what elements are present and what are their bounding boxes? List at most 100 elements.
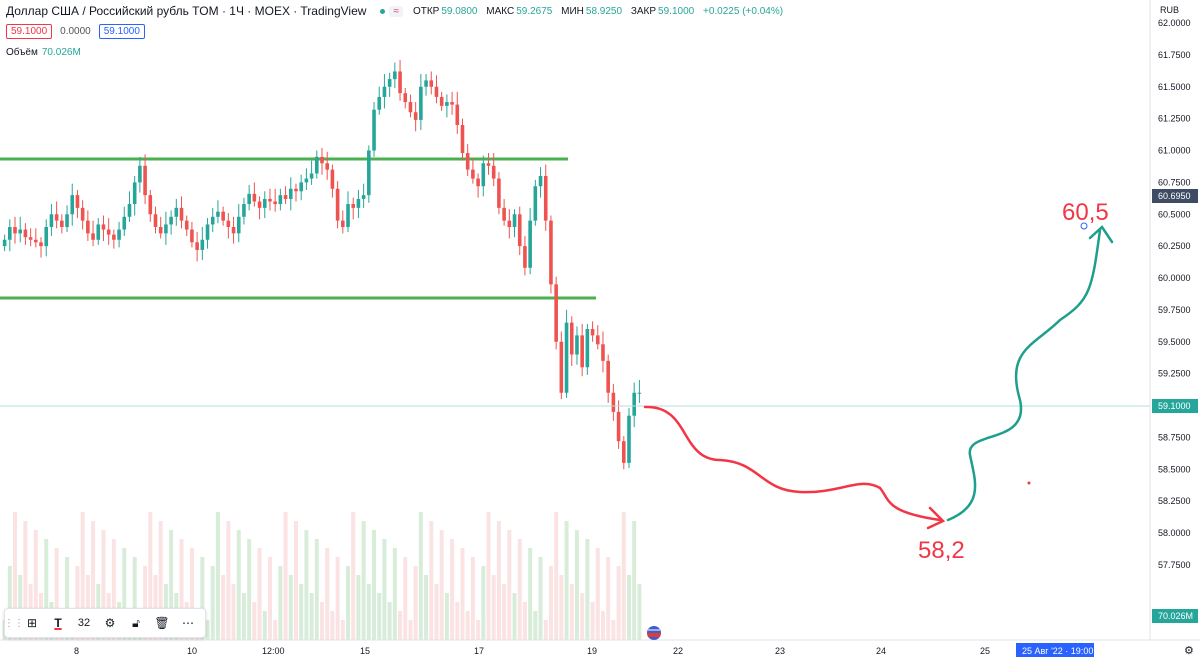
- volume-bar: [356, 575, 361, 640]
- volume-bar: [538, 557, 543, 640]
- candle-body: [621, 441, 626, 463]
- time-tick-label: 24: [876, 646, 886, 656]
- sell-button[interactable]: 59.1000: [6, 24, 53, 39]
- lock-icon[interactable]: 🔓︎: [132, 615, 140, 630]
- candle-body: [70, 195, 75, 215]
- volume-bar: [450, 539, 455, 640]
- volume-bar: [398, 611, 403, 640]
- candle-body: [549, 220, 553, 285]
- candle-body: [54, 214, 59, 221]
- time-tick-label: 8: [74, 646, 79, 656]
- volume-bar: [600, 611, 605, 640]
- volume-bar: [241, 593, 246, 640]
- last-price-label-bg: [1152, 399, 1198, 413]
- candle-body: [413, 112, 418, 120]
- candle-body: [294, 188, 298, 192]
- volume-bar: [533, 611, 538, 640]
- candle-body: [44, 227, 49, 247]
- candle-body: [507, 220, 512, 227]
- volume-bar: [273, 620, 278, 640]
- volume-bar: [413, 566, 418, 640]
- candle-body: [580, 335, 584, 368]
- buy-button[interactable]: 59.1000: [98, 24, 145, 39]
- candle-body: [28, 237, 33, 240]
- candle-body: [632, 392, 636, 416]
- candle-body: [460, 125, 465, 154]
- candle-body: [127, 204, 132, 217]
- candle-body: [60, 220, 64, 227]
- volume-bar: [231, 584, 236, 640]
- volume-bar: [559, 575, 564, 640]
- candle-body: [174, 207, 179, 217]
- volume-bar: [122, 548, 127, 640]
- candle-body: [112, 234, 116, 240]
- volume-bar: [569, 584, 574, 640]
- chart-settings-icon[interactable]: ⚙: [1184, 644, 1194, 657]
- price-tick-label: 59.5000: [1158, 337, 1191, 347]
- volume-bar: [502, 584, 507, 640]
- volume-bar: [132, 557, 137, 640]
- volume-bar: [372, 530, 377, 640]
- candle-body: [122, 216, 127, 230]
- candle-body: [210, 216, 215, 225]
- volume-bar: [215, 512, 220, 640]
- candle-body: [445, 102, 449, 106]
- volume-bar: [221, 575, 226, 640]
- candle-body: [367, 150, 371, 196]
- delete-trash-icon[interactable]: 🗑︎: [154, 616, 170, 630]
- candle-body: [429, 80, 434, 87]
- symbol-title[interactable]: Доллар США / Российский рубль TOM · 1Ч ·…: [6, 4, 367, 18]
- volume-bar: [517, 539, 522, 640]
- volume-bar: [512, 593, 517, 640]
- volume-bar: [382, 539, 387, 640]
- volume-bar: [434, 584, 439, 640]
- volume-bar: [465, 611, 470, 640]
- price-tick-label: 60.7500: [1158, 177, 1191, 187]
- price-tick-label: 58.2500: [1158, 496, 1191, 506]
- price-axis-bg: [1150, 0, 1200, 657]
- font-size-button[interactable]: 32: [77, 617, 91, 629]
- volume-bar: [564, 521, 569, 640]
- settings-gear-icon[interactable]: ⚙: [104, 616, 116, 630]
- volume-bar: [637, 584, 642, 640]
- price-tick-label: 62.0000: [1158, 18, 1191, 28]
- volume-bar: [325, 548, 330, 640]
- candle-body: [601, 344, 605, 361]
- candle-body: [450, 102, 454, 105]
- template-icon[interactable]: ⊞: [26, 616, 38, 630]
- candle-body: [138, 165, 142, 183]
- volume-legend[interactable]: Объём 70.026M: [6, 47, 81, 58]
- candle-body: [616, 411, 621, 442]
- volume-bar: [247, 539, 252, 640]
- realtime-badge[interactable]: ≈: [389, 5, 403, 17]
- candle-body: [486, 163, 491, 166]
- price-tick-label: 58.0000: [1158, 528, 1191, 538]
- candle-body: [205, 224, 210, 240]
- text-color-icon[interactable]: T: [54, 616, 62, 630]
- candle-body: [299, 182, 303, 192]
- candle-body: [491, 165, 496, 179]
- drag-handle-icon[interactable]: ⋮⋮: [4, 617, 24, 629]
- volume-bar: [621, 512, 626, 640]
- candle-body: [278, 195, 283, 205]
- volume-bar: [366, 584, 371, 640]
- price-axis: RUB 62.0000 61.7500 61.5000 61.2500 61.0000 60…: [1149, 0, 1200, 657]
- volume-bar: [377, 593, 382, 640]
- volume-bar: [460, 548, 465, 640]
- candle-body: [512, 214, 517, 227]
- volume-bar: [340, 620, 345, 640]
- candle-body: [538, 176, 543, 187]
- volume-bar: [403, 557, 408, 640]
- volume-bar: [65, 557, 70, 640]
- price-tick-label: 59.2500: [1158, 369, 1191, 379]
- volume-value-label: 70.026M: [1158, 611, 1193, 621]
- more-options-icon[interactable]: ⋯: [182, 616, 194, 630]
- us-flag-event-icon: [647, 626, 661, 640]
- volume-bar: [23, 521, 28, 640]
- candle-body: [200, 239, 205, 250]
- volume-bar: [481, 566, 486, 640]
- candle-body: [564, 322, 569, 393]
- candle-body: [96, 224, 101, 240]
- candle-body: [148, 195, 153, 215]
